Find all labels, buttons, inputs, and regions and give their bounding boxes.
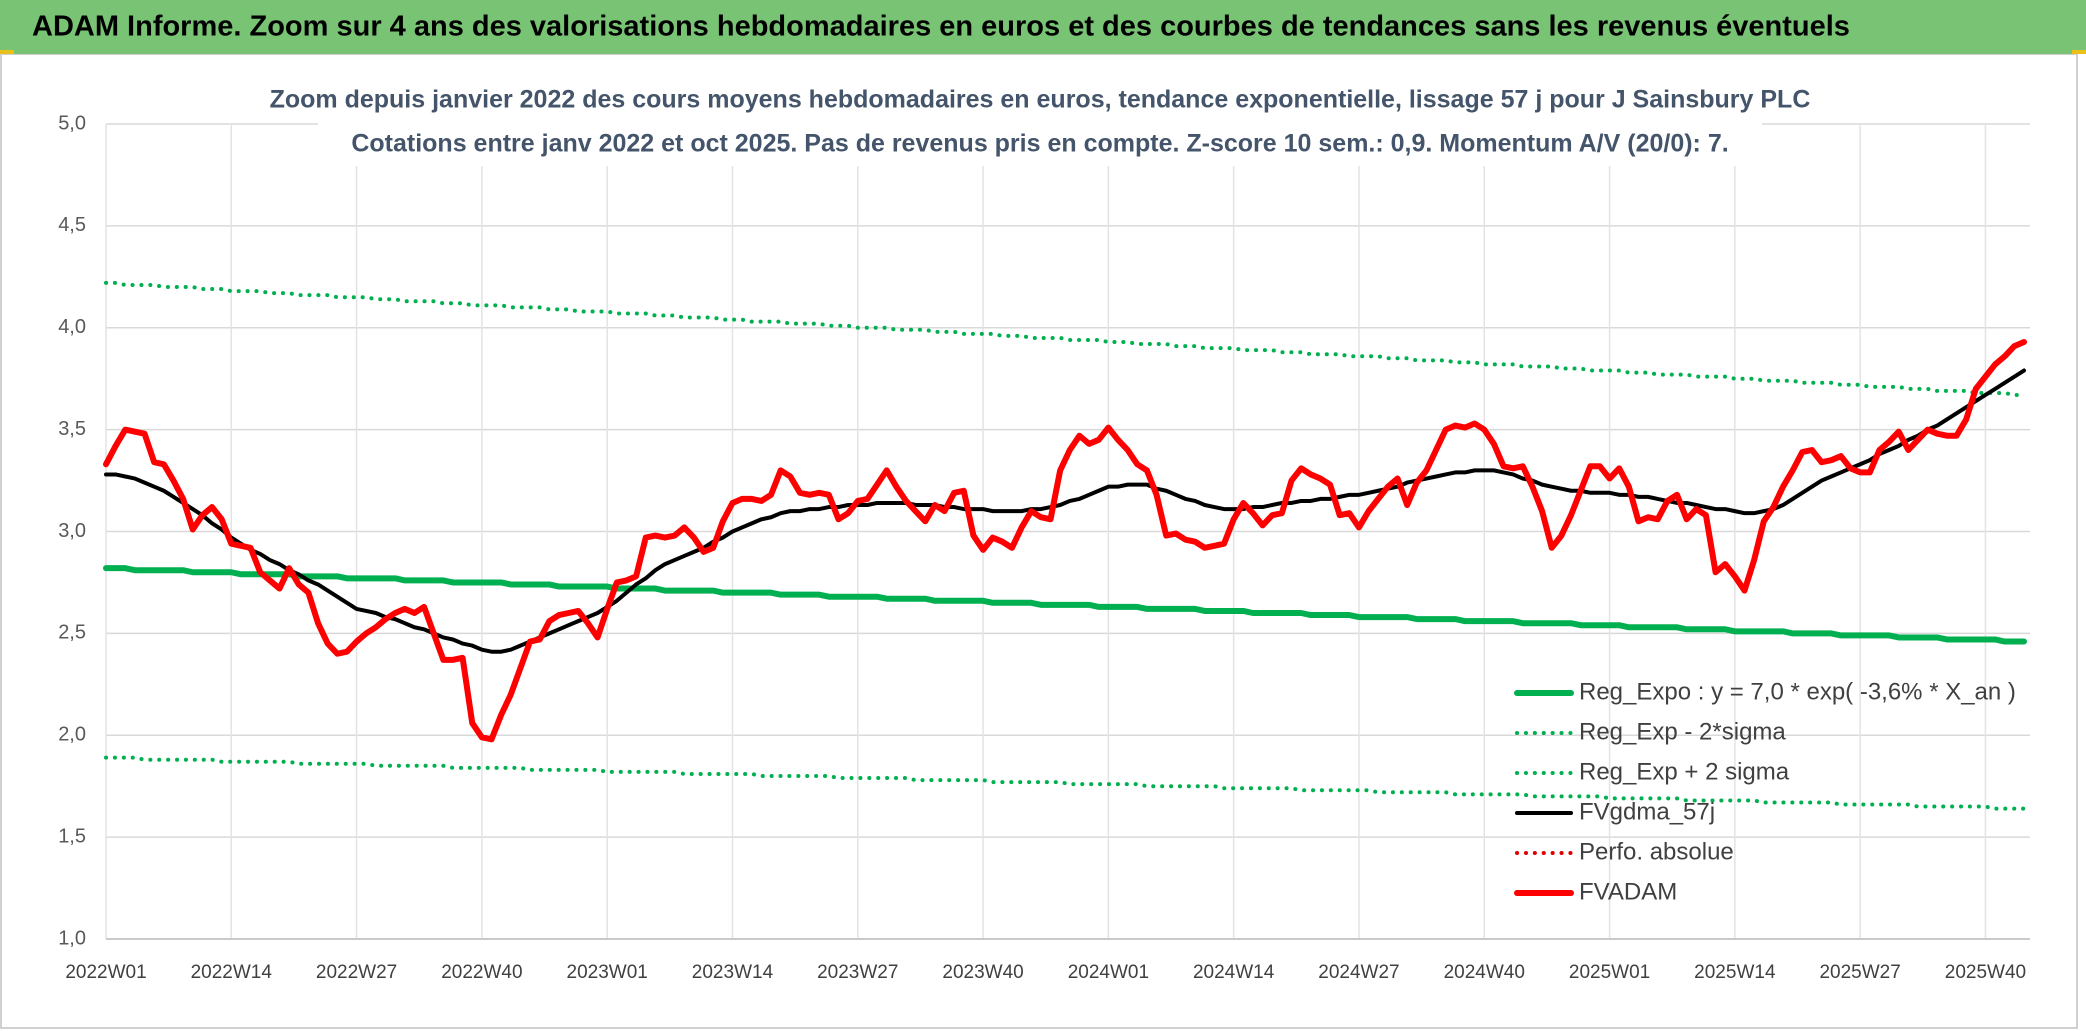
corner-marker (0, 50, 14, 54)
chart-subtitle: Cotations entre janv 2022 et oct 2025. P… (351, 130, 1728, 158)
title-bar (0, 0, 2086, 54)
legend-label: Reg_Exp + 2 sigma (1579, 758, 1790, 785)
subtitle-background (318, 80, 1762, 166)
chart-title: ADAM Informe. Zoom sur 4 ans des valoris… (32, 11, 1850, 43)
y-tick-label: 3,5 (58, 418, 86, 440)
x-tick-label: 2022W01 (65, 962, 146, 983)
legend: Reg_Expo : y = 7,0 * exp( -3,6% * X_an )… (1514, 678, 2016, 905)
y-tick-label: 2,5 (58, 622, 86, 644)
chart-subtitle: Zoom depuis janvier 2022 des cours moyen… (270, 86, 1811, 114)
x-tick-label: 2022W40 (441, 962, 522, 983)
x-tick-label: 2022W14 (191, 962, 273, 983)
legend-label: Reg_Exp - 2*sigma (1579, 718, 1786, 745)
series-line (104, 755, 2026, 811)
series-line (104, 368, 2026, 654)
series-line (103, 339, 2027, 743)
y-tick-label: 4,5 (58, 214, 86, 236)
x-tick-label: 2023W40 (942, 962, 1023, 983)
corner-marker (2072, 50, 2086, 54)
chart-frame (0, 53, 2078, 1029)
x-tick-label: 2024W14 (1193, 962, 1275, 983)
x-tick-label: 2023W14 (692, 962, 774, 983)
y-tick-label: 5,0 (58, 112, 86, 134)
y-tick-label: 4,0 (58, 316, 86, 338)
x-tick-label: 2022W27 (316, 962, 397, 983)
plot (103, 280, 2027, 811)
x-tick-label: 2025W27 (1819, 962, 1900, 983)
legend-label: FVADAM (1579, 878, 1677, 905)
x-tick-label: 2025W01 (1569, 962, 1650, 983)
series-line (103, 565, 2027, 645)
x-tick-label: 2023W01 (567, 962, 648, 983)
y-tick-label: 2,0 (58, 724, 86, 746)
x-tick-label: 2024W40 (1444, 962, 1525, 983)
legend-label: Reg_Expo : y = 7,0 * exp( -3,6% * X_an ) (1579, 678, 2016, 705)
x-tick-label: 2025W14 (1694, 962, 1776, 983)
series-line (104, 280, 2026, 397)
x-tick-label: 2025W40 (1945, 962, 2026, 983)
y-tick-label: 1,0 (58, 927, 86, 949)
x-tick-label: 2024W27 (1318, 962, 1399, 983)
legend-label: FVgdma_57j (1579, 798, 1715, 825)
legend-label: Perfo. absolue (1579, 838, 1734, 865)
y-tick-label: 3,0 (58, 520, 86, 542)
x-tick-label: 2024W01 (1068, 962, 1149, 983)
y-tick-label: 1,5 (58, 825, 86, 847)
x-tick-label: 2023W27 (817, 962, 898, 983)
